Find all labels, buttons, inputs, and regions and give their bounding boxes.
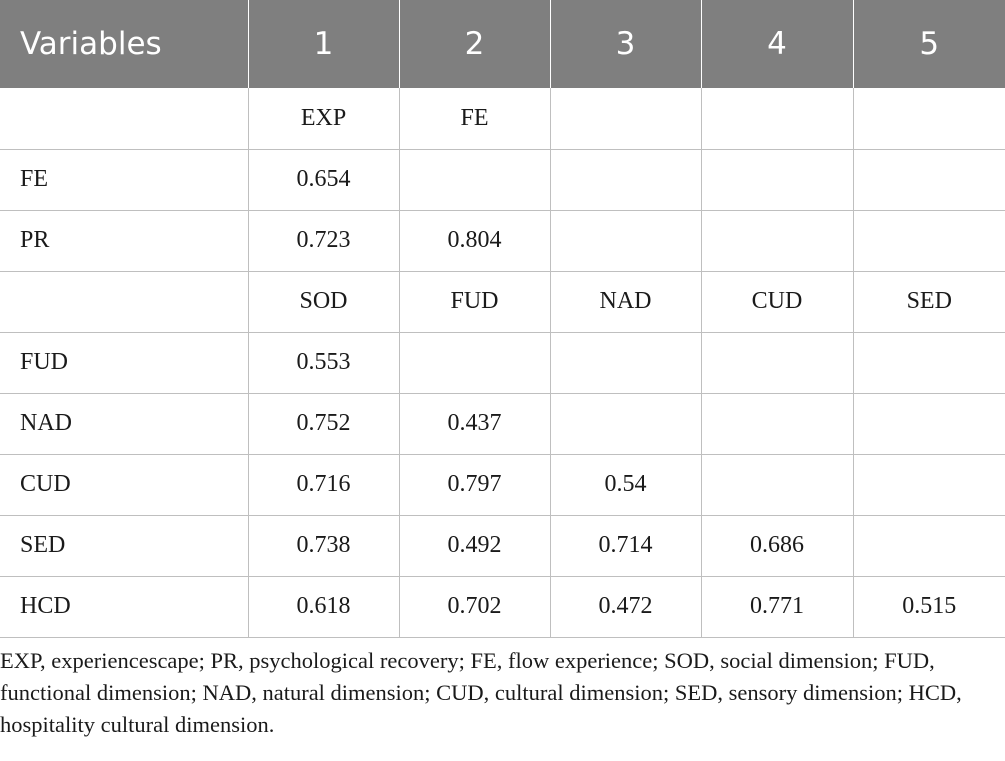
header-cell-1: 1 bbox=[247, 0, 399, 88]
table-cell bbox=[700, 331, 854, 394]
correlation-table: Variables 1 2 3 4 5 EXP FE FE 0.654 bbox=[0, 0, 1005, 638]
table-cell: SED bbox=[852, 270, 1005, 333]
table-cell: 0.492 bbox=[398, 514, 551, 577]
header-cell-4: 4 bbox=[700, 0, 853, 88]
table-cell: 0.472 bbox=[549, 575, 702, 638]
table-row: SOD FUD NAD CUD SED bbox=[0, 270, 1005, 333]
table-cell: 0.618 bbox=[247, 575, 400, 638]
table-cell: FE bbox=[398, 88, 551, 150]
table-cell bbox=[549, 88, 702, 150]
table-row: HCD 0.618 0.702 0.472 0.771 0.515 bbox=[0, 575, 1005, 638]
table-cell: 0.702 bbox=[398, 575, 551, 638]
table-cell: 0.752 bbox=[247, 392, 400, 455]
table-cell bbox=[852, 514, 1005, 577]
header-cell-3: 3 bbox=[549, 0, 701, 88]
table-row: EXP FE bbox=[0, 88, 1005, 150]
row-label: FE bbox=[0, 148, 249, 211]
table-cell: EXP bbox=[247, 88, 400, 150]
table-cell bbox=[700, 392, 854, 455]
table-cell bbox=[700, 453, 854, 516]
correlation-table-container: Variables 1 2 3 4 5 EXP FE FE 0.654 bbox=[0, 0, 1005, 638]
table-cell bbox=[852, 209, 1005, 272]
table-cell bbox=[700, 88, 854, 150]
table-row: NAD 0.752 0.437 bbox=[0, 392, 1005, 455]
table-cell bbox=[852, 453, 1005, 516]
table-cell: 0.738 bbox=[247, 514, 400, 577]
table-cell bbox=[852, 148, 1005, 211]
header-cell-2: 2 bbox=[398, 0, 550, 88]
table-cell bbox=[549, 148, 702, 211]
row-label: NAD bbox=[0, 392, 249, 455]
table-cell bbox=[852, 392, 1005, 455]
table-cell: 0.797 bbox=[398, 453, 551, 516]
table-cell: 0.553 bbox=[247, 331, 400, 394]
table-footnote: EXP, experiencescape; PR, psychological … bbox=[0, 648, 962, 737]
table-cell: 0.714 bbox=[549, 514, 702, 577]
table-cell bbox=[549, 331, 702, 394]
table-cell bbox=[549, 209, 702, 272]
table-cell: 0.723 bbox=[247, 209, 400, 272]
table-cell: 0.54 bbox=[549, 453, 702, 516]
row-label: SED bbox=[0, 514, 249, 577]
table-header-row: Variables 1 2 3 4 5 bbox=[0, 0, 1005, 88]
table-cell bbox=[398, 331, 551, 394]
table-cell bbox=[700, 148, 854, 211]
row-label: FUD bbox=[0, 331, 249, 394]
table-cell bbox=[852, 331, 1005, 394]
table-cell: 0.437 bbox=[398, 392, 551, 455]
table-cell bbox=[398, 148, 551, 211]
row-label: CUD bbox=[0, 453, 249, 516]
table-row: PR 0.723 0.804 bbox=[0, 209, 1005, 272]
table-cell: 0.515 bbox=[852, 575, 1005, 638]
table-cell: FUD bbox=[398, 270, 551, 333]
table-cell: 0.804 bbox=[398, 209, 551, 272]
row-label: HCD bbox=[0, 575, 249, 638]
table-cell bbox=[700, 209, 854, 272]
table-cell: NAD bbox=[549, 270, 702, 333]
row-label: PR bbox=[0, 209, 249, 272]
table-row: SED 0.738 0.492 0.714 0.686 bbox=[0, 514, 1005, 577]
table-cell: 0.771 bbox=[700, 575, 854, 638]
table-cell: CUD bbox=[700, 270, 854, 333]
table-cell bbox=[852, 88, 1005, 150]
header-cell-variables: Variables bbox=[0, 0, 248, 88]
table-row: FE 0.654 bbox=[0, 148, 1005, 211]
row-label bbox=[0, 88, 249, 150]
table-cell: 0.716 bbox=[247, 453, 400, 516]
table-cell: SOD bbox=[247, 270, 400, 333]
table-cell: 0.686 bbox=[700, 514, 854, 577]
table-cell: 0.654 bbox=[247, 148, 400, 211]
table-row: CUD 0.716 0.797 0.54 bbox=[0, 453, 1005, 516]
row-label bbox=[0, 270, 249, 333]
table-row: FUD 0.553 bbox=[0, 331, 1005, 394]
header-cell-5: 5 bbox=[852, 0, 1005, 88]
table-cell bbox=[549, 392, 702, 455]
